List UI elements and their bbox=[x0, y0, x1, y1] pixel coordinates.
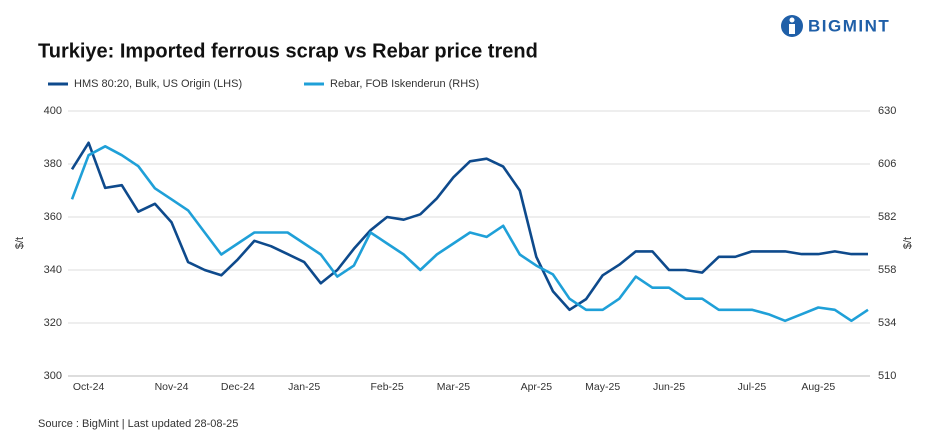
y-tick-label: 340 bbox=[44, 264, 62, 276]
x-tick-label: Jan-25 bbox=[288, 381, 320, 393]
x-tick-label: Oct-24 bbox=[73, 381, 105, 393]
y-tick-label: 360 bbox=[44, 211, 62, 223]
x-tick-label: Nov-24 bbox=[155, 381, 189, 393]
y2-tick-label: 630 bbox=[878, 105, 896, 117]
x-tick-label: Feb-25 bbox=[370, 381, 403, 393]
series-line bbox=[70, 141, 868, 312]
y-tick-label: 300 bbox=[44, 370, 62, 382]
logo-icon bbox=[781, 15, 803, 37]
y2-tick-label: 558 bbox=[878, 264, 896, 276]
x-tick-label: Jul-25 bbox=[738, 381, 767, 393]
x-tick-label: Jun-25 bbox=[653, 381, 685, 393]
y2-axis-label: $/t bbox=[902, 237, 914, 249]
series-line bbox=[70, 145, 869, 323]
y-tick-label: 400 bbox=[44, 105, 62, 117]
x-tick-label: Dec-24 bbox=[221, 381, 255, 393]
chart-title: Turkiye: Imported ferrous scrap vs Rebar… bbox=[38, 40, 538, 62]
x-tick-label: Aug-25 bbox=[801, 381, 835, 393]
y-tick-label: 320 bbox=[44, 317, 62, 329]
y2-tick-label: 606 bbox=[878, 158, 896, 170]
x-tick-label: May-25 bbox=[585, 381, 620, 393]
legend-label: Rebar, FOB Iskenderun (RHS) bbox=[330, 78, 479, 90]
y2-tick-label: 510 bbox=[878, 370, 896, 382]
source-note: Source : BigMint | Last updated 28-08-25 bbox=[38, 418, 238, 430]
y2-tick-label: 534 bbox=[878, 317, 896, 329]
x-tick-label: Apr-25 bbox=[521, 381, 553, 393]
y2-tick-label: 582 bbox=[878, 211, 896, 223]
y-tick-label: 380 bbox=[44, 158, 62, 170]
y-axis-label: $/t bbox=[14, 237, 26, 249]
x-tick-label: Mar-25 bbox=[437, 381, 470, 393]
legend-label: HMS 80:20, Bulk, US Origin (LHS) bbox=[74, 78, 242, 90]
logo: BIGMINT bbox=[808, 16, 890, 35]
